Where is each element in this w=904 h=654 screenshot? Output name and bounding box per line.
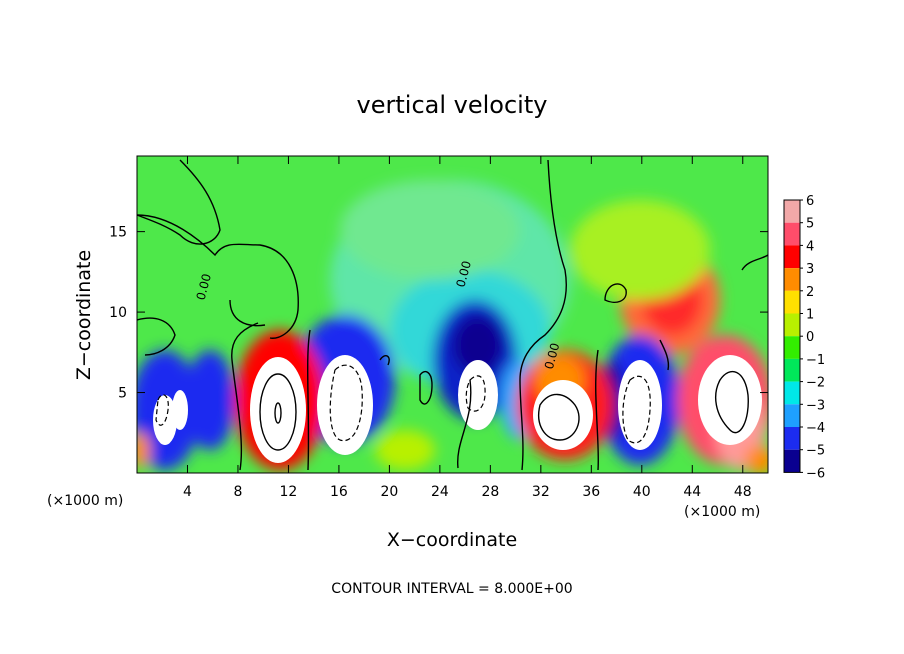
x-tick-label: 12 bbox=[280, 484, 298, 500]
colorbar-label: −6 bbox=[806, 466, 825, 481]
contour-labels: 0.00 0.00 0.00 bbox=[194, 259, 563, 370]
x-axis-label: X−coordinate bbox=[387, 529, 517, 551]
colorbar-swatch bbox=[784, 427, 800, 450]
x-tick-label: 44 bbox=[683, 484, 701, 500]
chart-title: vertical velocity bbox=[357, 91, 548, 119]
x-tick-label: 32 bbox=[532, 484, 550, 500]
x-axis-ticks: 4 8 12 16 20 24 28 32 36 40 44 48 bbox=[183, 156, 752, 500]
colorbar-label: −5 bbox=[806, 444, 825, 459]
x-tick-label: 24 bbox=[431, 484, 449, 500]
x-tick-label: 16 bbox=[330, 484, 348, 500]
colorbar-label: −2 bbox=[806, 376, 825, 391]
colorbar-label: 4 bbox=[806, 239, 814, 254]
contour-lines-dashed bbox=[155, 364, 651, 444]
colorbar-swatch bbox=[784, 404, 800, 427]
colorbar: 6 5 4 3 2 1 0 −1 −2 −3 −4 −5 −6 bbox=[783, 194, 825, 481]
colorbar-label: −1 bbox=[806, 353, 825, 368]
colorbar-swatch bbox=[784, 290, 800, 314]
colorbar-label: −4 bbox=[806, 421, 825, 436]
x-tick-label: 28 bbox=[481, 484, 499, 500]
contour-lines bbox=[137, 159, 768, 471]
colorbar-label: 0 bbox=[806, 330, 814, 345]
colorbar-swatch bbox=[784, 381, 800, 405]
x-unit-right: (×1000 m) bbox=[684, 504, 760, 520]
colorbar-swatch bbox=[784, 449, 800, 473]
colorbar-label: −3 bbox=[806, 398, 825, 413]
y-tick-label: 15 bbox=[109, 225, 127, 241]
colorbar-label: 5 bbox=[806, 217, 814, 232]
contour-label: 0.00 bbox=[194, 272, 214, 301]
x-tick-label: 4 bbox=[183, 484, 192, 500]
colorbar-swatch bbox=[784, 313, 800, 337]
plot-area: 0.00 0.000.00 4 8 12 16 20 24 28 32 36 40 44 48 5101… bbox=[109, 155, 769, 500]
x-tick-label: 36 bbox=[582, 484, 600, 500]
x-tick-label: 8 bbox=[233, 484, 242, 500]
colorbar-swatch bbox=[784, 245, 800, 269]
colorbar-swatch bbox=[784, 268, 800, 291]
y-tick-label: 10 bbox=[109, 305, 127, 321]
colorbar-label: 3 bbox=[806, 262, 814, 277]
contour-label: 0.00 bbox=[542, 341, 562, 370]
colorbar-label: 6 bbox=[806, 194, 814, 209]
x-tick-label: 40 bbox=[633, 484, 651, 500]
colorbar-swatch bbox=[784, 336, 800, 359]
colorbar-label: 2 bbox=[806, 285, 814, 300]
y-axis-ticks: 5 10 15 bbox=[109, 225, 768, 402]
colorbar-swatch bbox=[784, 358, 800, 382]
field-shading bbox=[137, 180, 768, 473]
contour-label: 0.00 bbox=[454, 259, 474, 288]
contour-interval-note: CONTOUR INTERVAL = 8.000E+00 bbox=[331, 581, 572, 597]
colorbar-swatch bbox=[784, 200, 800, 223]
x-tick-label: 20 bbox=[380, 484, 398, 500]
x-unit-left: (×1000 m) bbox=[47, 493, 123, 509]
y-axis-label: Z−coordinate bbox=[73, 250, 95, 380]
y-tick-label: 5 bbox=[118, 386, 127, 402]
colorbar-label: 1 bbox=[806, 308, 814, 323]
x-tick-label: 48 bbox=[734, 484, 752, 500]
colorbar-swatch bbox=[784, 222, 800, 246]
plot-frame bbox=[136, 155, 769, 474]
